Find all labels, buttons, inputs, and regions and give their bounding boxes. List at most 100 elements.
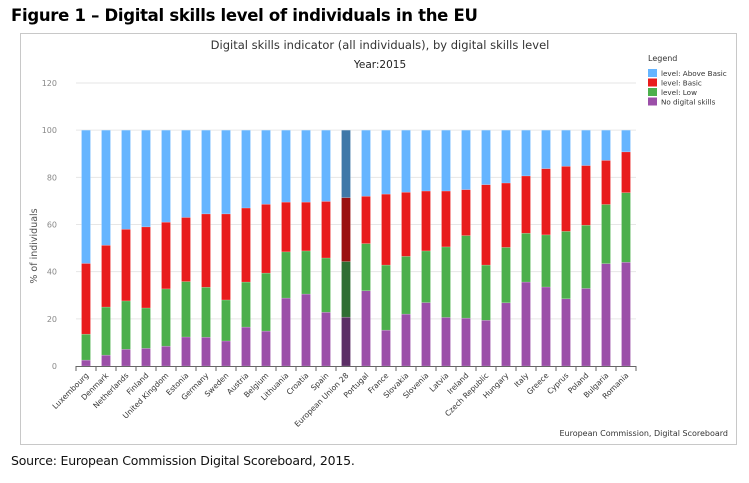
- bar-segment-none[interactable]: [161, 345, 171, 367]
- bar-segment-low[interactable]: [201, 286, 211, 338]
- bar-segment-basic[interactable]: [421, 190, 431, 252]
- bar-segment-above-basic[interactable]: [241, 129, 251, 209]
- bar-segment-basic[interactable]: [221, 213, 231, 301]
- bar-segment-low[interactable]: [621, 192, 631, 263]
- bar-segment-above-basic[interactable]: [121, 129, 131, 230]
- bar-segment-low[interactable]: [601, 204, 611, 264]
- bar-segment-low[interactable]: [461, 235, 471, 319]
- bar-segment-low[interactable]: [521, 232, 531, 283]
- bar-segment-above-basic[interactable]: [261, 129, 271, 205]
- bar-segment-above-basic[interactable]: [101, 129, 111, 246]
- bar-segment-above-basic[interactable]: [601, 129, 611, 161]
- bar-segment-low[interactable]: [141, 307, 151, 349]
- bar-segment-low[interactable]: [401, 256, 411, 315]
- legend-item-label[interactable]: level: Above Basic: [661, 69, 727, 78]
- bar-segment-low[interactable]: [441, 246, 451, 318]
- bar-segment-above-basic[interactable]: [341, 129, 351, 198]
- bar-segment-basic[interactable]: [561, 165, 571, 232]
- bar-segment-none[interactable]: [601, 263, 611, 367]
- bar-segment-none[interactable]: [341, 316, 351, 367]
- bar-segment-low[interactable]: [541, 234, 551, 288]
- bar-segment-above-basic[interactable]: [141, 129, 151, 228]
- bar-segment-low[interactable]: [301, 250, 311, 295]
- bar-segment-above-basic[interactable]: [201, 129, 211, 215]
- bar-segment-none[interactable]: [401, 313, 411, 367]
- bar-segment-basic[interactable]: [121, 228, 131, 302]
- bar-segment-basic[interactable]: [281, 201, 291, 253]
- bar-segment-basic[interactable]: [341, 197, 351, 262]
- bar-segment-low[interactable]: [161, 288, 171, 347]
- bar-segment-low[interactable]: [341, 261, 351, 318]
- bar-segment-basic[interactable]: [601, 160, 611, 205]
- bar-segment-above-basic[interactable]: [361, 129, 371, 197]
- bar-segment-none[interactable]: [281, 297, 291, 367]
- bar-segment-basic[interactable]: [621, 151, 631, 193]
- bar-segment-basic[interactable]: [181, 217, 191, 282]
- bar-segment-above-basic[interactable]: [501, 129, 511, 184]
- bar-segment-none[interactable]: [201, 336, 211, 367]
- bar-segment-basic[interactable]: [581, 165, 591, 226]
- bar-segment-low[interactable]: [81, 333, 91, 361]
- bar-segment-none[interactable]: [501, 302, 511, 367]
- bar-segment-none[interactable]: [621, 261, 631, 367]
- bar-segment-none[interactable]: [441, 317, 451, 367]
- bar-segment-above-basic[interactable]: [481, 129, 491, 185]
- bar-segment-none[interactable]: [381, 329, 391, 367]
- bar-segment-above-basic[interactable]: [561, 129, 571, 167]
- bar-segment-above-basic[interactable]: [81, 129, 91, 264]
- bar-segment-none[interactable]: [81, 359, 91, 367]
- bar-segment-none[interactable]: [261, 330, 271, 367]
- bar-segment-above-basic[interactable]: [161, 129, 171, 223]
- bar-segment-low[interactable]: [581, 224, 591, 289]
- bar-segment-none[interactable]: [121, 349, 131, 367]
- bar-segment-above-basic[interactable]: [461, 129, 471, 190]
- bar-segment-basic[interactable]: [541, 168, 551, 236]
- bar-segment-low[interactable]: [181, 281, 191, 338]
- bar-segment-basic[interactable]: [141, 226, 151, 309]
- bar-segment-basic[interactable]: [101, 245, 111, 308]
- bar-segment-basic[interactable]: [381, 193, 391, 266]
- bar-segment-none[interactable]: [301, 293, 311, 367]
- bar-segment-none[interactable]: [101, 354, 111, 367]
- bar-segment-none[interactable]: [521, 281, 531, 367]
- bar-segment-above-basic[interactable]: [301, 129, 311, 203]
- bar-segment-none[interactable]: [221, 340, 231, 367]
- bar-segment-basic[interactable]: [201, 213, 211, 288]
- legend-item-label[interactable]: level: Low: [661, 88, 697, 97]
- bar-segment-none[interactable]: [461, 317, 471, 367]
- bar-segment-none[interactable]: [361, 290, 371, 367]
- bar-segment-low[interactable]: [381, 264, 391, 331]
- bar-segment-above-basic[interactable]: [541, 129, 551, 169]
- legend-item-label[interactable]: level: Basic: [661, 79, 702, 88]
- bar-segment-low[interactable]: [221, 299, 231, 342]
- bar-segment-above-basic[interactable]: [281, 129, 291, 203]
- bar-segment-above-basic[interactable]: [521, 129, 531, 177]
- bar-segment-basic[interactable]: [301, 201, 311, 252]
- bar-segment-none[interactable]: [561, 298, 571, 367]
- bar-segment-basic[interactable]: [261, 203, 271, 274]
- bar-segment-basic[interactable]: [241, 207, 251, 283]
- bar-segment-above-basic[interactable]: [181, 129, 191, 218]
- bar-segment-none[interactable]: [181, 336, 191, 367]
- bar-segment-low[interactable]: [421, 250, 431, 303]
- bar-segment-none[interactable]: [541, 286, 551, 367]
- bar-segment-above-basic[interactable]: [321, 129, 331, 202]
- bar-segment-basic[interactable]: [441, 190, 451, 248]
- bar-segment-basic[interactable]: [481, 184, 491, 266]
- bar-segment-basic[interactable]: [501, 182, 511, 248]
- bar-segment-low[interactable]: [561, 231, 571, 300]
- bar-segment-basic[interactable]: [361, 195, 371, 244]
- bar-segment-none[interactable]: [321, 311, 331, 367]
- bar-segment-low[interactable]: [241, 281, 251, 328]
- bar-segment-basic[interactable]: [521, 175, 531, 234]
- bar-segment-low[interactable]: [101, 306, 111, 356]
- bar-segment-basic[interactable]: [401, 191, 411, 257]
- bar-segment-basic[interactable]: [161, 221, 171, 290]
- bar-segment-low[interactable]: [121, 300, 131, 350]
- bar-segment-above-basic[interactable]: [441, 129, 451, 192]
- bar-segment-basic[interactable]: [81, 263, 91, 335]
- bar-segment-low[interactable]: [361, 243, 371, 292]
- bar-segment-above-basic[interactable]: [581, 129, 591, 166]
- bar-segment-low[interactable]: [281, 251, 291, 299]
- bar-segment-none[interactable]: [241, 326, 251, 367]
